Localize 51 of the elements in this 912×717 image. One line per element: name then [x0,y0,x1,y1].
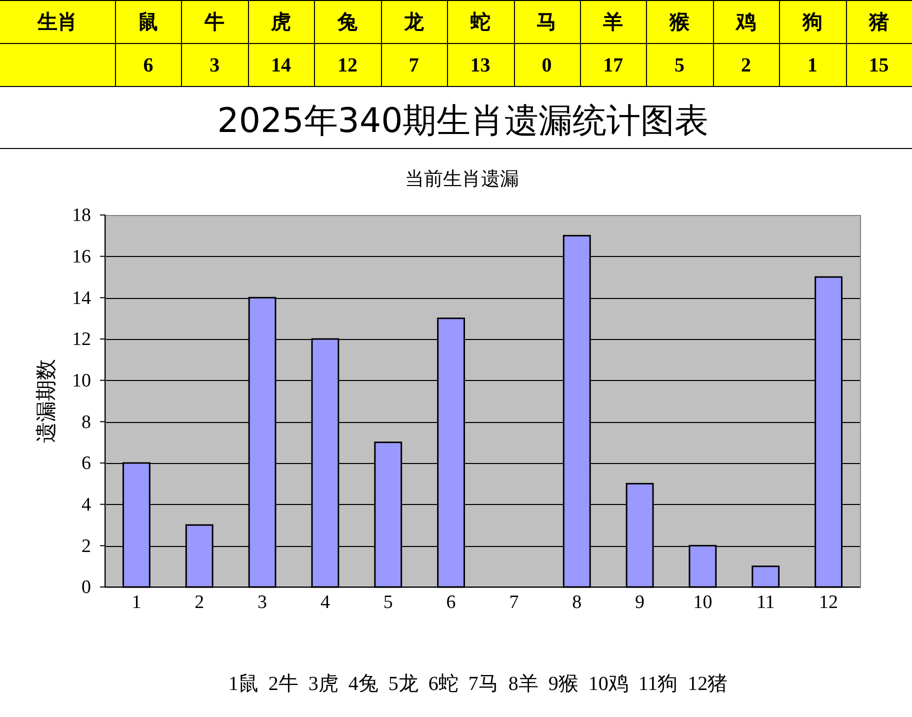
x-tick-label: 8 [572,592,582,613]
y-tick-label: 18 [72,205,91,226]
chart-title: 2025年340期生肖遗漏统计图表 [217,101,709,141]
data-label: 0 [542,54,552,76]
data-label: 15 [868,54,889,76]
x-tick-label: 11 [756,592,775,613]
x-tick-label: 12 [819,592,838,613]
y-axis-title: 遗漏期数 [34,359,58,443]
y-tick-label: 4 [82,494,92,516]
x-tick-label: 1 [132,592,142,613]
y-tick-label: 0 [82,577,91,598]
chart-subtitle: 当前生肖遗漏 [405,169,519,190]
category-label: 猴 [668,12,691,34]
x-tick-label: 7 [509,592,519,613]
y-tick-label: 14 [72,288,92,309]
y-tick-label: 2 [82,536,91,557]
data-label: 14 [271,54,292,76]
category-label: 鸡 [734,12,756,34]
category-label: 虎 [270,12,292,34]
x-tick-label: 6 [446,592,456,613]
x-tick-label: 10 [693,592,712,613]
category-label: 鼠 [138,12,158,34]
x-tick-label: 9 [635,592,645,613]
category-label: 牛 [204,12,225,34]
text: 生肖 [36,12,78,34]
data-label: 17 [603,54,624,76]
data-label: 2 [740,54,751,76]
category-label: 兔 [336,12,358,34]
x-tick-label: 4 [320,592,330,613]
data-label: 12 [337,54,358,76]
data-label: 7 [408,54,419,76]
category-label: 蛇 [469,12,490,34]
data-label: 6 [143,54,154,76]
x-tick-label: 5 [383,592,393,613]
y-tick-label: 10 [72,370,91,392]
y-tick-label: 16 [72,246,91,268]
data-label: 3 [210,54,220,76]
data-label: 13 [470,54,490,76]
x-tick-label: 2 [194,592,204,613]
category-label: 猪 [868,12,889,34]
data-label: 1 [807,54,818,76]
category-label: 羊 [602,12,624,34]
x-tick-label: 3 [258,592,268,613]
y-tick-label: 8 [82,412,91,433]
text: 1鼠 2牛 3虎 4兔 5龙 6蛇 7马 8羊 9猴 10鸡 11狗 12猪 [228,673,728,695]
y-tick-label: 12 [72,329,91,350]
category-label: 马 [536,12,557,34]
data-label: 5 [674,54,685,76]
category-label: 狗 [801,12,822,34]
y-tick-label: 6 [82,453,91,474]
category-label: 龙 [402,12,425,34]
